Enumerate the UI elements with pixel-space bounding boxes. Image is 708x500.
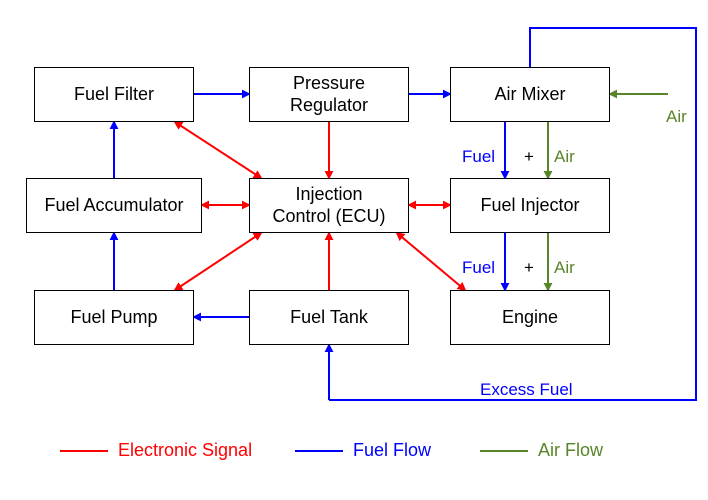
node-label: Fuel Filter [74,84,154,106]
node-label: Fuel Pump [70,307,157,329]
node-label: Fuel Tank [290,307,368,329]
legend-item: Air Flow [480,440,603,461]
legend-item: Electronic Signal [60,440,252,461]
legend-label: Air Flow [538,440,603,461]
legend-label: Electronic Signal [118,440,252,461]
node-label: Air Mixer [495,84,566,106]
label-plus-2: + [524,258,534,278]
node-label: Engine [502,307,558,329]
edge [175,122,261,178]
node-fuel-pump: Fuel Pump [34,290,194,345]
node-fuel-injector: Fuel Injector [450,178,610,233]
label-air-2: Air [554,258,575,278]
diagram-stage: { "colors": { "signal": "#ff0000", "fuel… [0,0,708,500]
label-air-1: Air [554,147,575,167]
label-excess-fuel: Excess Fuel [480,380,573,400]
node-ecu: InjectionControl (ECU) [249,178,409,233]
edge [397,233,465,290]
node-label: InjectionControl (ECU) [272,184,385,227]
node-fuel-filter: Fuel Filter [34,67,194,122]
label-air-inlet: Air [666,107,687,127]
label-fuel-2: Fuel [462,258,495,278]
edge [175,233,261,290]
node-fuel-tank: Fuel Tank [249,290,409,345]
legend-swatch [480,450,528,452]
label-plus-1: + [524,147,534,167]
legend-swatch [60,450,108,452]
node-label: PressureRegulator [290,73,368,116]
node-fuel-accum: Fuel Accumulator [26,178,202,233]
legend-swatch [295,450,343,452]
label-fuel-1: Fuel [462,147,495,167]
node-label: Fuel Injector [480,195,579,217]
node-pressure-reg: PressureRegulator [249,67,409,122]
node-air-mixer: Air Mixer [450,67,610,122]
node-engine: Engine [450,290,610,345]
node-label: Fuel Accumulator [44,195,183,217]
legend-item: Fuel Flow [295,440,431,461]
legend-label: Fuel Flow [353,440,431,461]
